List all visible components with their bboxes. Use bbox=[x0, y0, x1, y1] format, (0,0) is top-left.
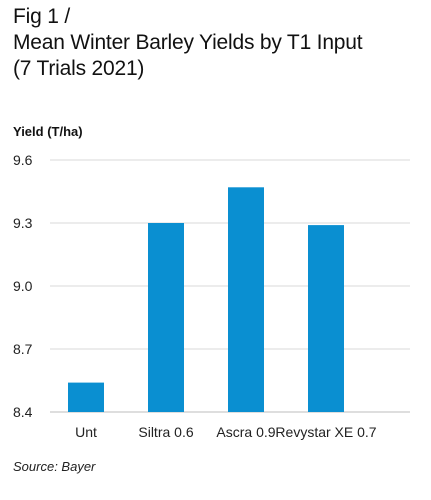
y-tick-label: 9.0 bbox=[13, 278, 33, 294]
category-label: Siltra 0.6 bbox=[138, 424, 193, 440]
category-labels: Unt Siltra 0.6 Ascra 0.9 Revystar XE 0.7 bbox=[75, 424, 377, 440]
bar bbox=[68, 382, 104, 412]
y-tick-labels: 8.4 8.7 9.0 9.3 9.6 bbox=[13, 152, 33, 420]
y-tick-label: 9.3 bbox=[13, 215, 33, 231]
source-note: Source: Bayer bbox=[13, 459, 96, 474]
y-tick-label: 9.6 bbox=[13, 152, 33, 168]
title-line-1: Fig 1 / bbox=[13, 5, 70, 28]
chart-title: Fig 1 / Mean Winter Barley Yields by T1 … bbox=[13, 4, 423, 82]
title-line-2: Mean Winter Barley Yields by T1 Input bbox=[13, 31, 363, 54]
category-label: Revystar XE 0.7 bbox=[275, 424, 376, 440]
category-label: Ascra 0.9 bbox=[216, 424, 275, 440]
bars bbox=[68, 187, 344, 412]
title-line-3: (7 Trials 2021) bbox=[13, 57, 145, 80]
bar bbox=[148, 223, 184, 412]
y-tick-label: 8.7 bbox=[13, 341, 33, 357]
bar bbox=[228, 187, 264, 412]
y-axis-label: Yield (T/ha) bbox=[13, 124, 83, 139]
y-tick-label: 8.4 bbox=[13, 404, 33, 420]
bar bbox=[308, 225, 344, 412]
category-label: Unt bbox=[75, 424, 97, 440]
